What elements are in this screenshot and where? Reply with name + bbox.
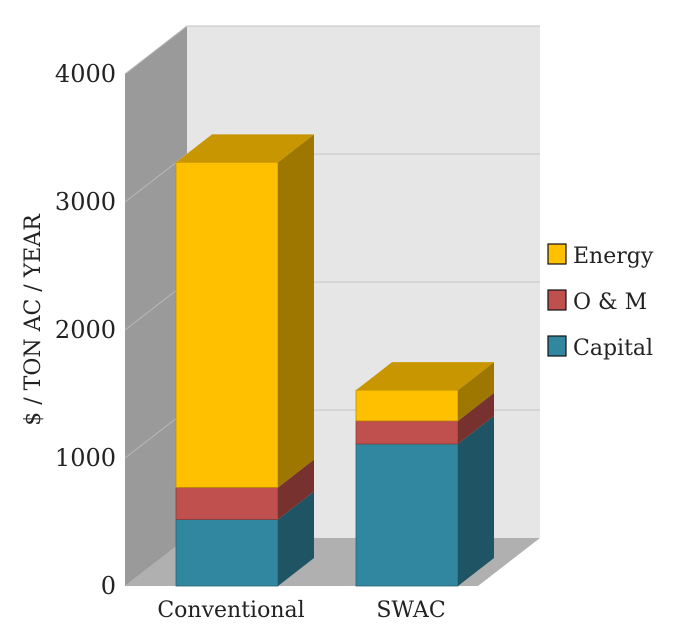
legend-label: O & M	[573, 290, 647, 315]
bar-front	[355, 420, 459, 445]
bars	[175, 134, 494, 587]
legend: Energy O & M Capital	[547, 243, 654, 361]
legend-swatch	[547, 289, 567, 311]
legend-label: Energy	[573, 244, 654, 269]
bar-segment	[355, 392, 494, 445]
y-tick-label: 3000	[55, 188, 116, 216]
y-tick-label: 2000	[55, 316, 116, 344]
bar-side	[278, 134, 314, 488]
bar-segment	[175, 491, 314, 587]
legend-swatch	[547, 243, 567, 265]
bar-front	[175, 161, 279, 488]
y-tick-label: 0	[101, 572, 116, 600]
bar-front	[175, 519, 279, 587]
y-tick-labels: 0 1000 2000 3000 4000	[55, 60, 116, 600]
bar-side	[278, 459, 314, 520]
gridline	[124, 25, 188, 75]
legend-swatch	[547, 335, 567, 357]
bar-segment	[355, 415, 494, 587]
bar-segment	[355, 362, 494, 422]
bar-side	[458, 415, 494, 586]
y-axis-title: $ / TON AC / YEAR	[21, 213, 46, 426]
legend-label: Capital	[573, 336, 653, 361]
y-tick-label: 1000	[55, 444, 116, 472]
bar-front	[175, 487, 279, 520]
x-category-labels: Conventional SWAC	[157, 598, 445, 623]
y-tick-label: 4000	[55, 60, 116, 88]
bar-front	[355, 389, 459, 422]
x-category-label: SWAC	[376, 598, 445, 623]
bar-side	[458, 392, 494, 444]
bar-front	[355, 443, 459, 587]
x-category-label: Conventional	[157, 598, 304, 623]
bar-segment	[175, 134, 314, 488]
bar-top	[356, 362, 494, 391]
bar-side	[278, 491, 314, 586]
bar-top	[176, 134, 314, 163]
bar-side	[458, 362, 494, 421]
